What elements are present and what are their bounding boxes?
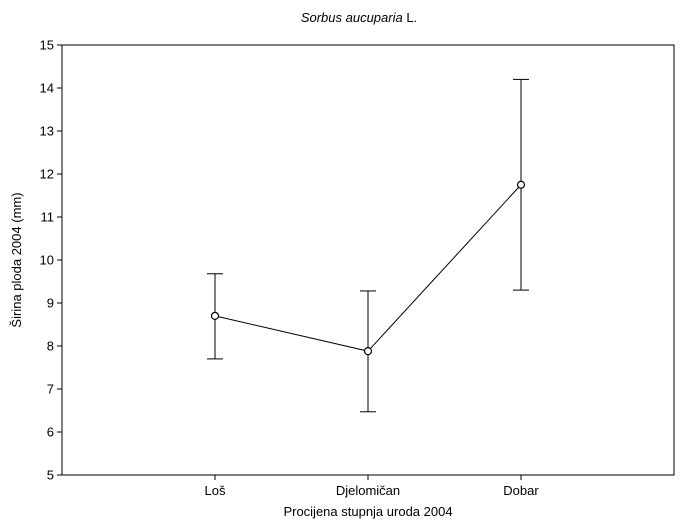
data-point <box>210 311 220 320</box>
data-point <box>516 180 526 189</box>
y-tick-label: 12 <box>40 167 54 182</box>
y-tick-label: 10 <box>40 253 54 268</box>
y-axis-label: Širina ploda 2004 (mm) <box>9 192 24 327</box>
chart-title: Sorbus aucuparia L. <box>301 10 417 25</box>
x-tick-label: Loš <box>205 483 226 498</box>
x-tick-label: Djelomičan <box>336 483 400 498</box>
x-axis-label: Procijena stupnja uroda 2004 <box>283 504 452 519</box>
y-tick-label: 8 <box>47 339 54 354</box>
data-point <box>363 347 373 356</box>
series-layer <box>207 78 529 413</box>
x-axis: Loš Djelomičan Dobar <box>205 475 539 498</box>
y-tick-label: 14 <box>40 81 54 96</box>
y-axis: 5 6 7 8 9 10 11 12 13 14 15 <box>40 38 62 483</box>
chart-title-suffix: L. <box>403 10 417 25</box>
chart-title-italic: Sorbus aucuparia <box>301 10 403 25</box>
y-tick-label: 7 <box>47 382 54 397</box>
x-tick-label: Dobar <box>503 483 539 498</box>
y-tick-label: 15 <box>40 38 54 53</box>
y-tick-label: 13 <box>40 124 54 139</box>
y-tick-label: 6 <box>47 425 54 440</box>
y-tick-label: 5 <box>47 468 54 483</box>
y-tick-label: 9 <box>47 296 54 311</box>
y-tick-label: 11 <box>41 210 55 225</box>
